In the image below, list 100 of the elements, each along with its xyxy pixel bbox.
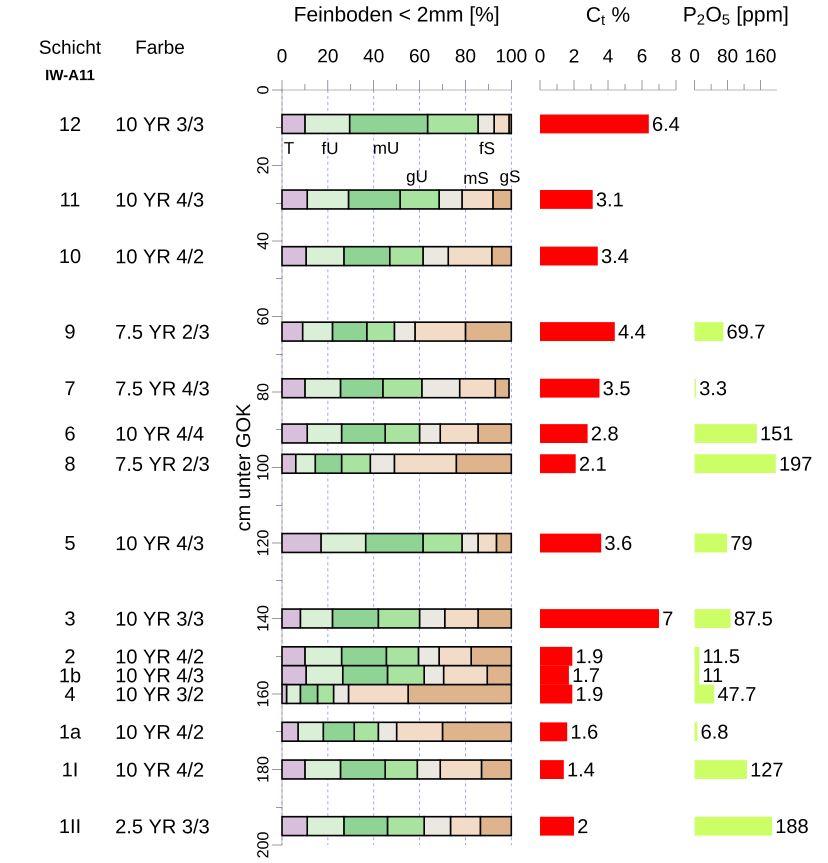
x-tick-label: 80	[456, 49, 476, 62]
bar	[540, 246, 598, 266]
data-label: 2.8	[592, 426, 618, 441]
text: 10 YR 4/3	[116, 192, 204, 207]
data-label: 6.8	[702, 724, 728, 739]
text: 7.5 YR 2/3	[116, 324, 209, 339]
chart-title: P$_{2}$O$_{5}$ [ppm]	[684, 6, 788, 26]
y-tick-label: 160	[257, 681, 268, 706]
text: 10 YR 4/2	[116, 724, 204, 740]
text: 6	[65, 426, 75, 441]
x-tick-label: 60	[410, 49, 430, 62]
text: 10 YR 4/2	[116, 648, 204, 664]
bar	[694, 760, 747, 779]
series-label: gS	[500, 170, 520, 186]
data-label: 1.6	[572, 724, 598, 739]
text: Farbe	[136, 40, 184, 54]
bar	[694, 322, 724, 342]
text: Schicht	[40, 40, 101, 54]
text: 7.5 YR 2/3	[116, 456, 209, 472]
text: 2.5 YR 3/3	[116, 818, 209, 834]
series-label: mU	[374, 142, 398, 154]
text: 10 YR 3/2	[116, 686, 204, 702]
text: 10 YR 4/2	[116, 248, 204, 264]
data-label: 197	[780, 456, 812, 471]
text: 11	[61, 192, 80, 206]
text: IW-A11	[46, 70, 94, 80]
data-label: 69.7	[728, 324, 764, 339]
data-label: 3.6	[605, 536, 632, 550]
bar	[540, 454, 576, 474]
x-tick-label: 160	[746, 49, 776, 62]
bar	[694, 534, 728, 552]
text: 10	[60, 249, 80, 264]
text: 10 YR 4/4	[116, 426, 204, 441]
data-label: 188	[776, 819, 808, 834]
bar	[540, 378, 600, 398]
bar	[540, 322, 615, 342]
series-label: T	[284, 142, 294, 154]
series-label: mS	[464, 172, 488, 184]
x-tick-label: 100	[496, 49, 526, 62]
text: 10 YR 3/3	[116, 611, 204, 626]
data-label: 1.4	[568, 762, 594, 776]
data-label: 11	[704, 668, 722, 682]
text: 10 YR 4/2	[116, 762, 204, 777]
series-label: fU	[322, 142, 338, 154]
data-label: 3.5	[603, 381, 630, 396]
series-label: gU	[406, 170, 427, 186]
x-tick-label: 6	[638, 49, 646, 62]
bar	[540, 816, 574, 836]
bar	[540, 760, 564, 779]
x-tick-label: 4	[603, 49, 613, 62]
bar	[694, 816, 772, 836]
y-tick-label: 40	[257, 232, 268, 250]
y-tick-label: 20	[257, 157, 268, 174]
bar	[694, 454, 776, 474]
text: 3	[65, 611, 75, 626]
chart-title: Feinboden < 2mm [%]	[295, 6, 498, 26]
text: 10 YR 4/3	[116, 536, 204, 550]
text: 4	[64, 687, 75, 701]
data-label: 47.7	[718, 687, 756, 701]
x-tick-label: 0	[535, 49, 545, 62]
data-label: 7	[663, 612, 672, 626]
bar	[540, 722, 568, 742]
data-label: 87.5	[734, 611, 772, 626]
chart-title: C$_{t}$ %	[586, 7, 630, 25]
data-label: 127	[752, 762, 782, 776]
text: 2	[65, 649, 75, 664]
text: 1I	[63, 762, 76, 776]
text: 8	[65, 456, 75, 471]
text: 7.5 YR 4/3	[116, 380, 209, 396]
data-label: 4.4	[618, 324, 646, 338]
bar	[694, 424, 757, 443]
y-tick-label: 0	[257, 86, 268, 94]
y-tick-label: 120	[257, 530, 268, 556]
y-axis-title: cm unter GOK	[236, 404, 250, 531]
text: 9	[65, 324, 75, 339]
text: 10 YR 4/3	[116, 668, 204, 682]
x-tick-label: 8	[672, 49, 680, 62]
data-label: 2.1	[580, 456, 606, 471]
x-tick-label: 0	[690, 49, 700, 62]
series-label: fS	[479, 142, 494, 154]
y-tick-label: 60	[257, 308, 268, 325]
x-tick-label: 80	[718, 49, 738, 62]
y-tick-label: 100	[257, 454, 268, 480]
x-tick-label: 2	[570, 49, 578, 62]
bar	[694, 722, 698, 742]
text: 10 YR 3/3	[116, 116, 204, 132]
data-label: 3.4	[602, 249, 628, 264]
bar	[540, 114, 649, 134]
text: 7	[65, 381, 75, 396]
x-tick-label: 20	[318, 49, 338, 62]
data-label: 1.9	[577, 686, 602, 702]
text: 5	[65, 536, 75, 550]
text: 1II	[60, 819, 80, 834]
bar	[694, 609, 731, 628]
y-tick-label: 80	[257, 384, 268, 400]
data-label: 11.5	[704, 649, 740, 664]
bar	[540, 609, 659, 628]
data-label: 3.3	[700, 381, 726, 396]
x-tick-label: 0	[277, 49, 287, 62]
data-label: 1.7	[574, 668, 599, 682]
